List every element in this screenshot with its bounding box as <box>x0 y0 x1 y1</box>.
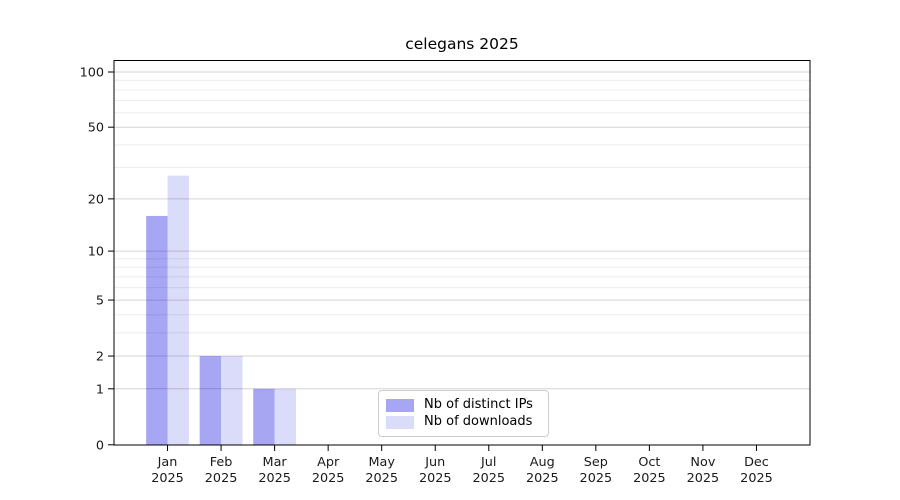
x-tick-label: Nov 2025 <box>687 455 720 486</box>
x-tick-label: Mar 2025 <box>258 455 291 486</box>
x-tick-label: Sep 2025 <box>580 455 613 486</box>
bar-downloads <box>274 388 297 445</box>
legend-item: Nb of distinct IPs <box>386 397 540 413</box>
y-tick-label: 0 <box>96 438 104 453</box>
legend-item: Nb of downloads <box>386 414 540 430</box>
bar-distinct-ips <box>199 356 222 445</box>
bar-distinct-ips <box>253 388 275 445</box>
x-tick-label: Aug 2025 <box>526 455 559 486</box>
x-tick-label: Jun 2025 <box>419 455 452 486</box>
legend-swatch-downloads <box>386 415 414 429</box>
plot-border <box>113 60 811 446</box>
x-tick-label: Apr 2025 <box>312 455 345 486</box>
legend: Nb of distinct IPs Nb of downloads <box>378 390 549 437</box>
y-tick-label: 100 <box>80 65 104 80</box>
legend-label: Nb of distinct IPs <box>424 397 533 412</box>
x-tick-label: Dec 2025 <box>740 455 773 486</box>
y-tick-label: 50 <box>88 121 104 136</box>
x-tick-label: Feb 2025 <box>205 455 238 486</box>
x-tick-label: Jan 2025 <box>151 455 184 486</box>
bar-downloads <box>221 356 243 445</box>
x-tick-label: Oct 2025 <box>633 455 666 486</box>
y-tick-label: 20 <box>88 192 104 207</box>
x-tick-label: May 2025 <box>365 455 398 486</box>
legend-label: Nb of downloads <box>424 414 533 429</box>
y-tick-label: 5 <box>96 294 104 309</box>
x-tick-label: Jul 2025 <box>472 455 505 486</box>
chart-title: celegans 2025 <box>405 35 519 53</box>
y-tick-label: 1 <box>96 382 104 397</box>
y-tick-label: 10 <box>88 245 104 260</box>
bar-downloads <box>167 175 189 445</box>
legend-swatch-distinct-ips <box>386 398 414 412</box>
bar-distinct-ips <box>146 215 168 445</box>
y-tick-label: 2 <box>96 350 104 365</box>
